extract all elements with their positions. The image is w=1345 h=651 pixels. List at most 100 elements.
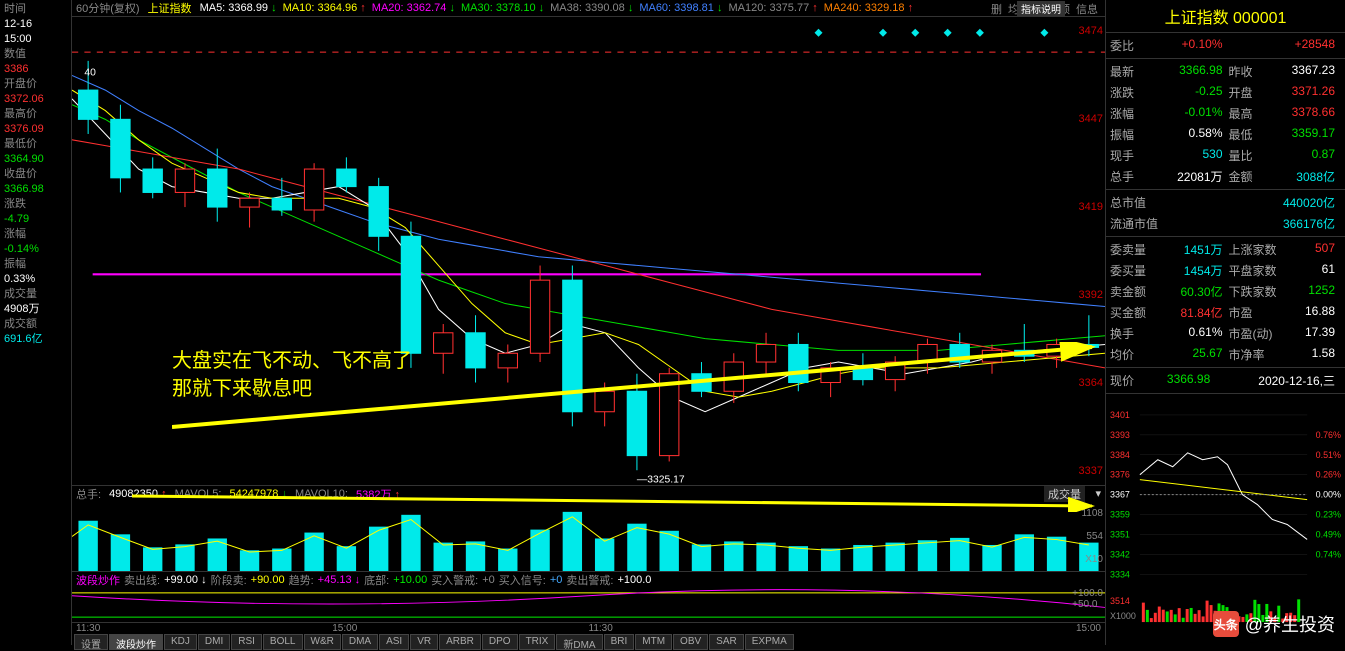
menu-信息[interactable]: 信息 bbox=[1076, 4, 1098, 16]
svg-text:◆: ◆ bbox=[814, 28, 822, 39]
svg-text:3342: 3342 bbox=[1110, 549, 1130, 559]
tab-KDJ[interactable]: KDJ bbox=[164, 634, 197, 650]
indicator-header: 波段炒作卖出线:+99.00 ↓阶段卖:+90.00趋势:+45.13 ↓底部:… bbox=[72, 572, 1105, 588]
time-hour: 15:00 bbox=[4, 32, 67, 47]
vol-v: 4908万 bbox=[4, 302, 67, 317]
open-label: 开盘价 bbox=[4, 77, 67, 92]
pct-label: 涨幅 bbox=[4, 227, 67, 242]
tab-RSI[interactable]: RSI bbox=[231, 634, 262, 650]
tab-BOLL[interactable]: BOLL bbox=[263, 634, 303, 650]
tab-SAR[interactable]: SAR bbox=[709, 634, 744, 650]
svg-text:0.49%: 0.49% bbox=[1316, 529, 1341, 539]
svg-text:—3325.17: —3325.17 bbox=[637, 475, 685, 485]
tab-DMA[interactable]: DMA bbox=[342, 634, 378, 650]
low-label: 最低价 bbox=[4, 137, 67, 152]
tab-OBV[interactable]: OBV bbox=[673, 634, 708, 650]
tab-DMI[interactable]: DMI bbox=[198, 634, 230, 650]
volume-svg bbox=[72, 502, 1105, 571]
tab-ARBR[interactable]: ARBR bbox=[439, 634, 481, 650]
tab-MTM[interactable]: MTM bbox=[635, 634, 672, 650]
close-v: 3366.98 bbox=[4, 182, 67, 197]
close-label: 收盘价 bbox=[4, 167, 67, 182]
volume-dropdown[interactable]: 成交量 bbox=[1044, 486, 1085, 502]
tab-ASI[interactable]: ASI bbox=[379, 634, 409, 650]
svg-text:3359: 3359 bbox=[1110, 510, 1130, 520]
high-v: 3376.09 bbox=[4, 122, 67, 137]
vol-label: 成交量 bbox=[4, 287, 67, 302]
svg-text:3376: 3376 bbox=[1110, 470, 1130, 480]
svg-text:0.76%: 0.76% bbox=[1316, 430, 1341, 440]
annotation-text: 大盘实在飞不动、飞不高了 那就下来歇息吧 bbox=[172, 347, 412, 403]
time-label: 时间 bbox=[4, 2, 67, 17]
indicator-chart[interactable]: +100.0+50.0 bbox=[72, 588, 1105, 623]
volume-header: 总手: 49082350 ↑ MAVOL5: 54247978 ↓ MAVOL1… bbox=[72, 486, 1105, 502]
high-label: 最高价 bbox=[4, 107, 67, 122]
quote-ext: 委卖量1451万上涨家数507委买量1454万平盘家数61卖金额60.30亿下跌… bbox=[1106, 237, 1345, 368]
svg-text:3401: 3401 bbox=[1110, 410, 1130, 420]
amp-label: 振幅 bbox=[4, 257, 67, 272]
svg-text:◆: ◆ bbox=[879, 28, 887, 39]
tab-DPO[interactable]: DPO bbox=[482, 634, 518, 650]
svg-text:3514: 3514 bbox=[1110, 596, 1130, 606]
volume-chart[interactable]: 1108554X10 bbox=[72, 502, 1105, 572]
ind-axis: +100.0+50.0 bbox=[1072, 588, 1103, 610]
watermark-logo: 头条 bbox=[1213, 611, 1239, 637]
quote-title: 上证指数 000001 bbox=[1106, 0, 1345, 33]
mini-chart[interactable]: 3401 3393 0.76% 3384 0.51% 3376 0.26% 3367 0.00%… bbox=[1106, 394, 1345, 645]
quote-panel: 上证指数 000001 委比+0.10%+28548 最新3366.98昨收33… bbox=[1105, 0, 1345, 645]
tab-settings[interactable]: 设置 bbox=[74, 634, 108, 650]
quote-row: 委比+0.10%+28548 bbox=[1106, 35, 1345, 56]
pct-v: -0.14% bbox=[4, 242, 67, 257]
indicator-desc-btn[interactable]: 指标说明 bbox=[1017, 1, 1065, 16]
quote-row: 现价3366.982020-12-16,三 bbox=[1106, 370, 1345, 391]
tab-W&R[interactable]: W&R bbox=[304, 634, 341, 650]
quote-main: 最新3366.98昨收3367.23涨跌-0.25开盘3371.26涨幅-0.0… bbox=[1106, 59, 1345, 190]
time-date: 12-16 bbox=[4, 17, 67, 32]
watermark: 头条 @养生投资 bbox=[1213, 611, 1335, 637]
tab-新DMA[interactable]: 新DMA bbox=[556, 634, 602, 650]
amt-v: 691.6亿 bbox=[4, 332, 67, 347]
chart-svg: —3325.1740◆◆◆◆◆◆ bbox=[72, 17, 1105, 485]
svg-text:3351: 3351 bbox=[1110, 529, 1130, 539]
svg-text:◆: ◆ bbox=[1040, 28, 1048, 39]
svg-text:3334: 3334 bbox=[1110, 569, 1130, 579]
volume-axis: 1108554X10 bbox=[1081, 502, 1103, 571]
price-axis: 347434473419339233643337 bbox=[1067, 17, 1103, 485]
tab-TRIX[interactable]: TRIX bbox=[519, 634, 556, 650]
tab-波段炒作[interactable]: 波段炒作 bbox=[109, 634, 163, 650]
watermark-user: @养生投资 bbox=[1245, 611, 1335, 637]
mini-svg: 3401 3393 0.76% 3384 0.51% 3376 0.26% 3367 0.00%… bbox=[1108, 396, 1343, 643]
svg-text:◆: ◆ bbox=[911, 28, 919, 39]
dropdown-icon[interactable]: ▾ bbox=[1095, 487, 1101, 500]
svg-text:3393: 3393 bbox=[1110, 430, 1130, 440]
menu-删[interactable]: 删 bbox=[991, 4, 1002, 16]
candlestick-chart[interactable]: —3325.1740◆◆◆◆◆◆ 34743447341933923364333… bbox=[72, 17, 1105, 486]
amp-v: 0.33% bbox=[4, 272, 67, 287]
ind-svg bbox=[72, 588, 1105, 622]
tab-VR[interactable]: VR bbox=[410, 634, 438, 650]
ma-header: 60分钟(复权) 上证指数 MA5: 3368.99 ↓MA10: 3364.9… bbox=[72, 0, 1105, 17]
svg-text:0.26%: 0.26% bbox=[1316, 470, 1341, 480]
ma-list: MA5: 3368.99 ↓MA10: 3364.96 ↑MA20: 3362.… bbox=[200, 2, 920, 14]
chg-label: 涨跌 bbox=[4, 197, 67, 212]
svg-text:3367: 3367 bbox=[1110, 490, 1130, 500]
open-v: 3372.06 bbox=[4, 92, 67, 107]
svg-text:0.74%: 0.74% bbox=[1316, 549, 1341, 559]
tab-BRI[interactable]: BRI bbox=[604, 634, 635, 650]
timeframe: 60分钟(复权) bbox=[76, 0, 140, 16]
svg-text:0.23%: 0.23% bbox=[1316, 510, 1341, 520]
svg-text:40: 40 bbox=[84, 67, 96, 78]
time-axis: 11:3015:0011:3015:00 bbox=[72, 623, 1105, 634]
svg-text:X1000: X1000 bbox=[1110, 611, 1136, 621]
quote-cap: 总市值440020亿流通市值366176亿 bbox=[1106, 190, 1345, 237]
svg-text:0.51%: 0.51% bbox=[1316, 450, 1341, 460]
svg-text:◆: ◆ bbox=[976, 28, 984, 39]
index-name: 上证指数 bbox=[148, 0, 192, 16]
svg-text:3384: 3384 bbox=[1110, 450, 1130, 460]
main-chart-area: 60分钟(复权) 上证指数 MA5: 3368.99 ↓MA10: 3364.9… bbox=[72, 0, 1105, 645]
value-v: 3386 bbox=[4, 62, 67, 77]
low-v: 3364.90 bbox=[4, 152, 67, 167]
value-label: 数值 bbox=[4, 47, 67, 62]
tab-EXPMA[interactable]: EXPMA bbox=[745, 634, 794, 650]
svg-text:0.00%: 0.00% bbox=[1316, 490, 1341, 500]
